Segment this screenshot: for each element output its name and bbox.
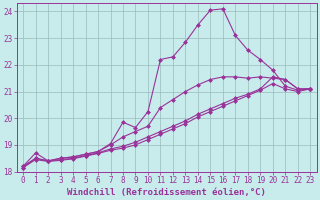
X-axis label: Windchill (Refroidissement éolien,°C): Windchill (Refroidissement éolien,°C) [67,188,266,197]
